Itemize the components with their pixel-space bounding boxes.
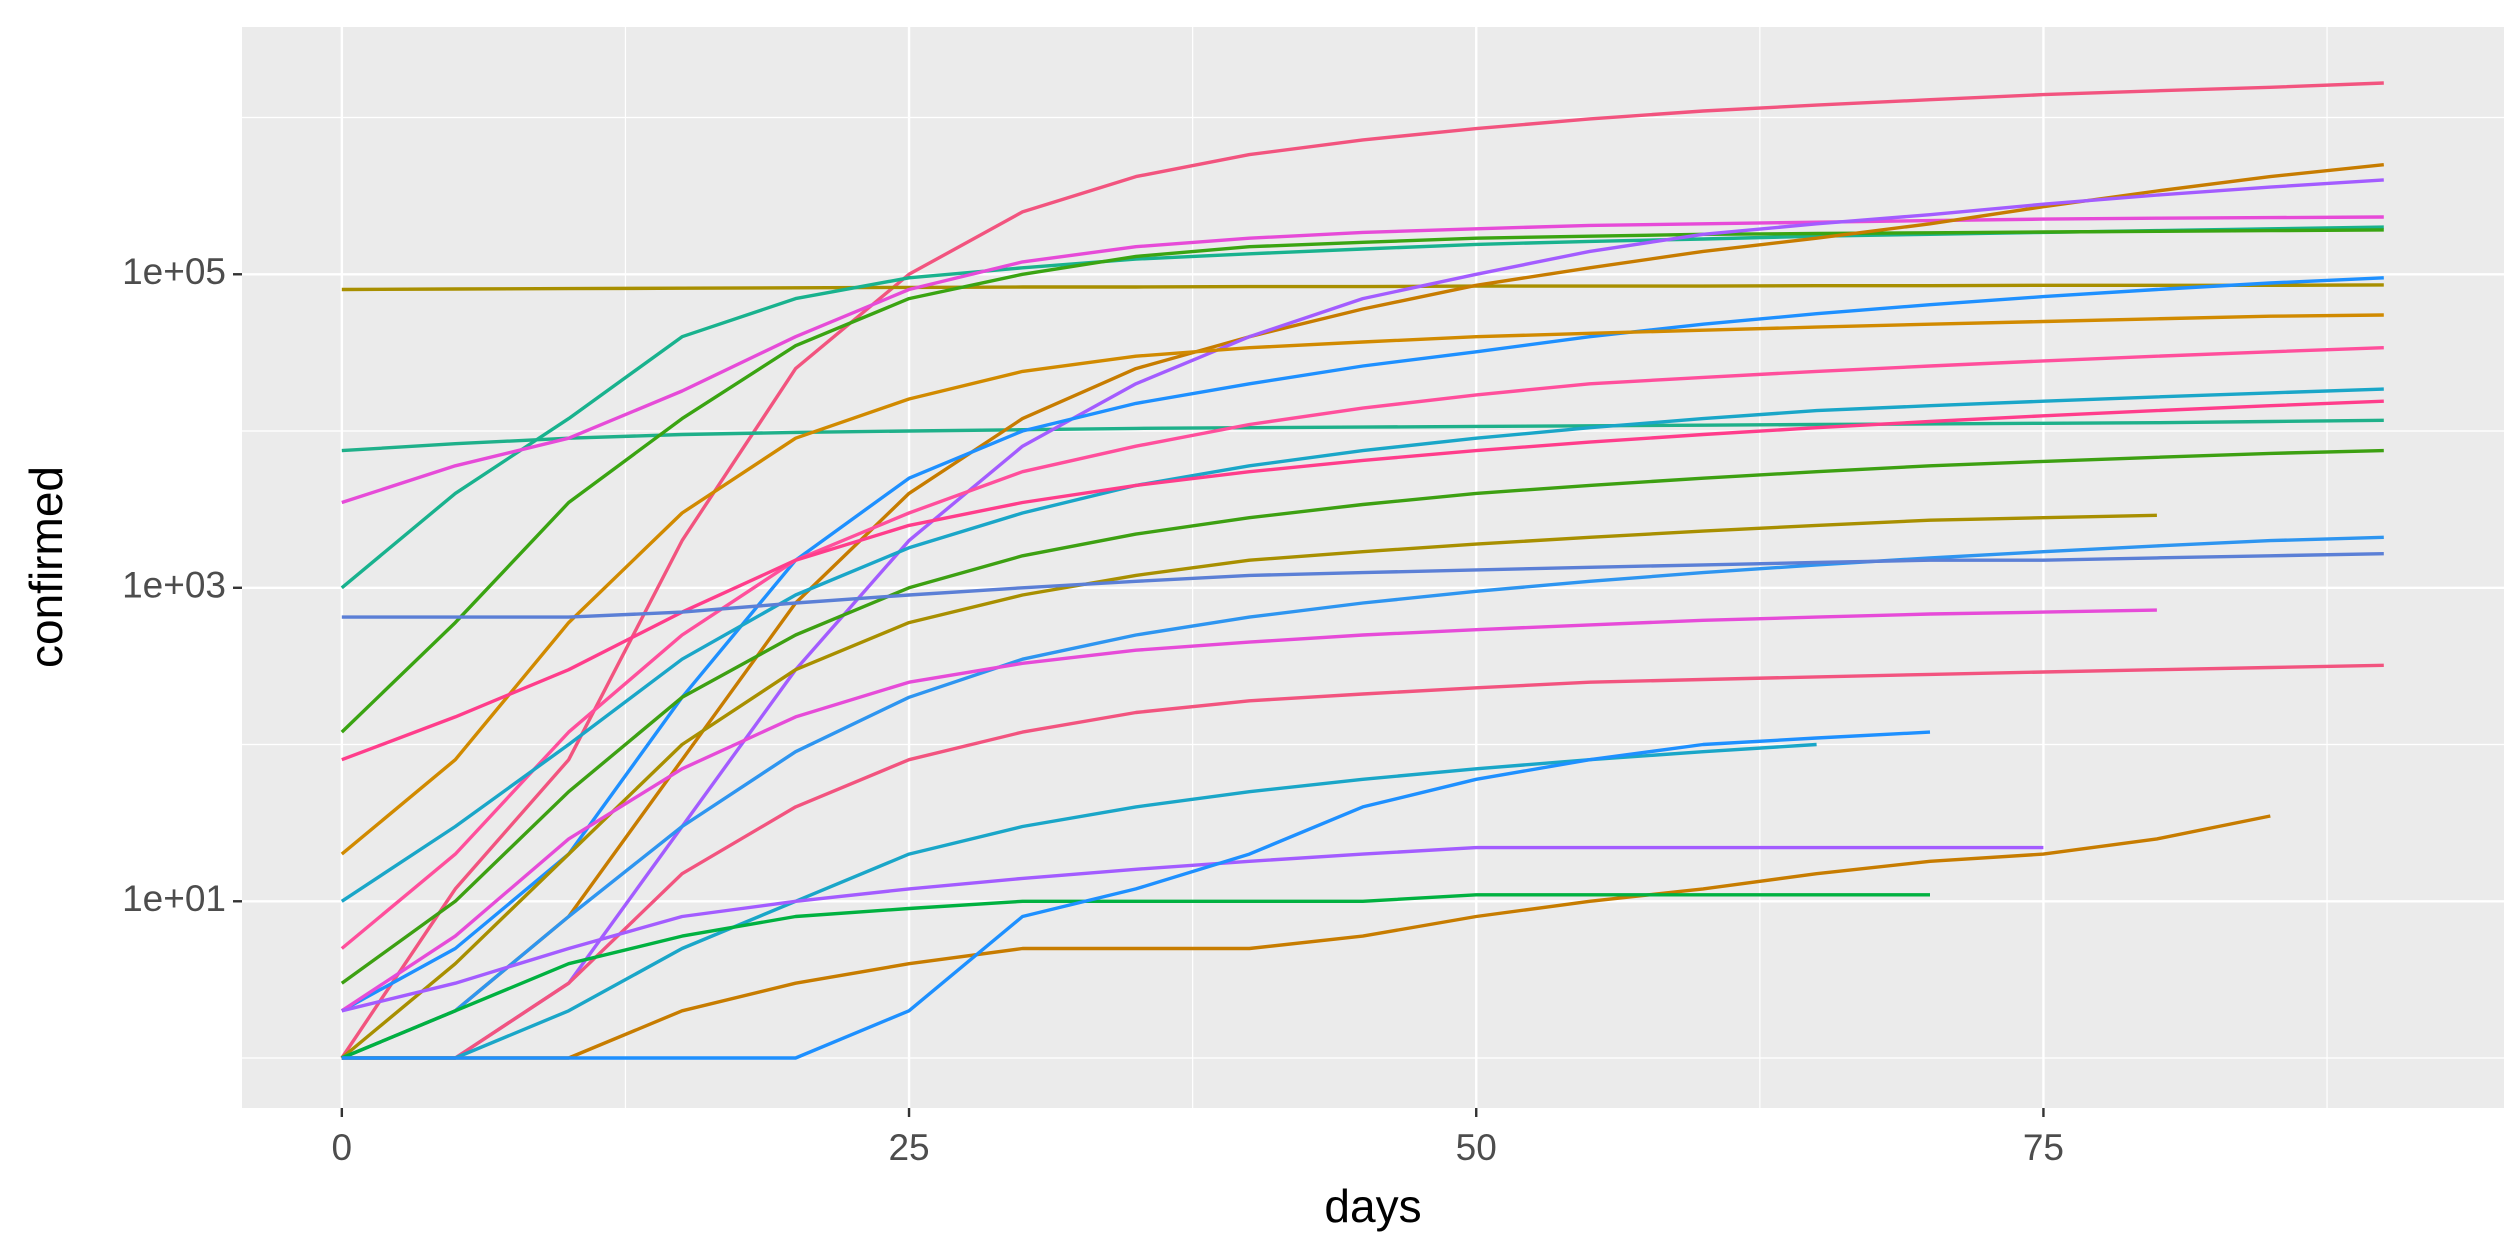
series-line [340, 81, 2384, 1059]
series-line [341, 814, 2271, 1060]
series-line [340, 513, 2157, 1060]
x-tick-label: 25 [888, 1127, 929, 1168]
series-line [340, 387, 2384, 903]
series-line [341, 283, 2384, 292]
series-line [341, 742, 1817, 1060]
series-line [341, 163, 2384, 1060]
series-line [341, 215, 2384, 505]
y-tick-label: 1e+01 [122, 878, 226, 919]
series-line [341, 418, 2384, 453]
x-axis-title: days [1324, 1180, 1421, 1232]
x-tick-label: 50 [1456, 1127, 1497, 1168]
series-line [340, 313, 2384, 856]
series-line [340, 448, 2384, 985]
x-tick-label: 75 [2023, 1127, 2064, 1168]
series-line [341, 535, 2384, 1060]
series-line [340, 228, 2384, 734]
series-line [341, 730, 1931, 1060]
series-line [341, 663, 2384, 1060]
series-line [340, 608, 2157, 1013]
panel [242, 27, 2504, 1108]
x-tick-label: 0 [332, 1127, 353, 1168]
series-line [340, 346, 2384, 950]
y-tick-label: 1e+05 [122, 251, 226, 292]
y-tick-label: 1e+03 [122, 565, 226, 606]
series-line [341, 845, 2044, 1013]
series-line [341, 552, 2384, 619]
y-axis-title: confirmed [20, 466, 72, 668]
series-line [341, 893, 1930, 1060]
